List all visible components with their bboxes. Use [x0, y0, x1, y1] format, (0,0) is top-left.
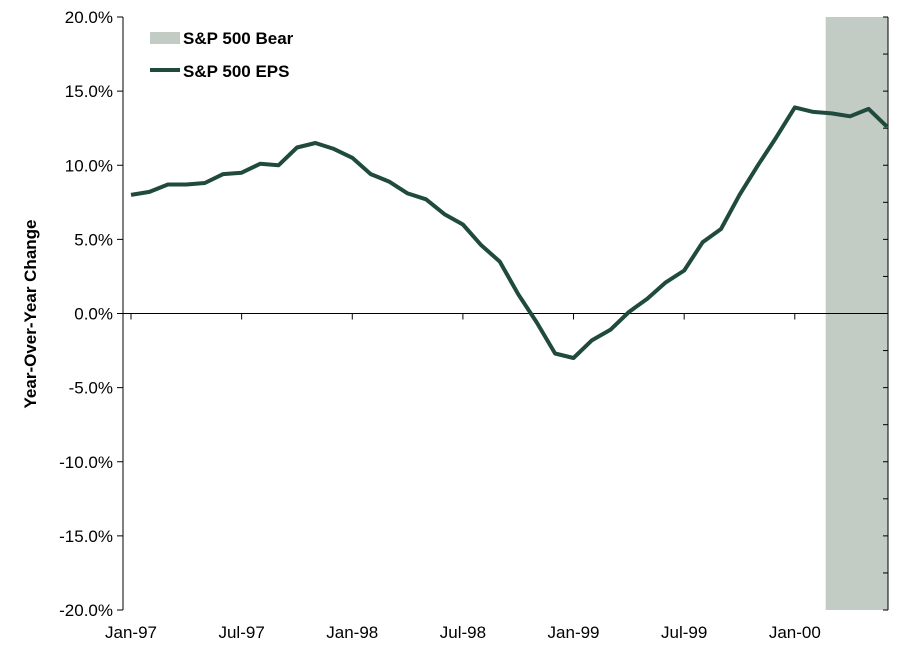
x-tick-label: Jan-98 — [326, 623, 378, 642]
y-tick-label: 20.0% — [65, 8, 113, 27]
y-tick-label: 10.0% — [65, 156, 113, 175]
x-tick-label: Jul-98 — [440, 623, 486, 642]
y-tick-label: 0.0% — [74, 305, 113, 324]
legend-swatch-bear — [150, 32, 180, 44]
legend: S&P 500 Bear S&P 500 EPS — [150, 29, 294, 81]
eps-line-layer — [130, 105, 889, 360]
legend-label-eps: S&P 500 EPS — [183, 62, 289, 81]
y-tick-label: -10.0% — [59, 453, 113, 472]
y-axis-label: Year-Over-Year Change — [21, 220, 40, 409]
x-tick-label: Jan-00 — [769, 623, 821, 642]
legend-label-bear: S&P 500 Bear — [183, 29, 294, 48]
y-tick-label: -15.0% — [59, 527, 113, 546]
y-tick-label: 15.0% — [65, 82, 113, 101]
x-tick-label: Jul-97 — [218, 623, 264, 642]
y-tick-label: 5.0% — [74, 230, 113, 249]
x-tick-label: Jan-99 — [548, 623, 600, 642]
y-tick-label: -20.0% — [59, 601, 113, 620]
x-tick-label: Jul-99 — [661, 623, 707, 642]
tick-labels-layer: 20.0% 15.0% 10.0% 5.0% 0.0% -5.0% -10.0% -15.0%… — [59, 8, 821, 642]
eps-series-line — [130, 105, 889, 360]
axes-layer — [117, 16, 889, 611]
x-tick-label: Jan-97 — [105, 623, 157, 642]
y-tick-label: -5.0% — [69, 379, 113, 398]
